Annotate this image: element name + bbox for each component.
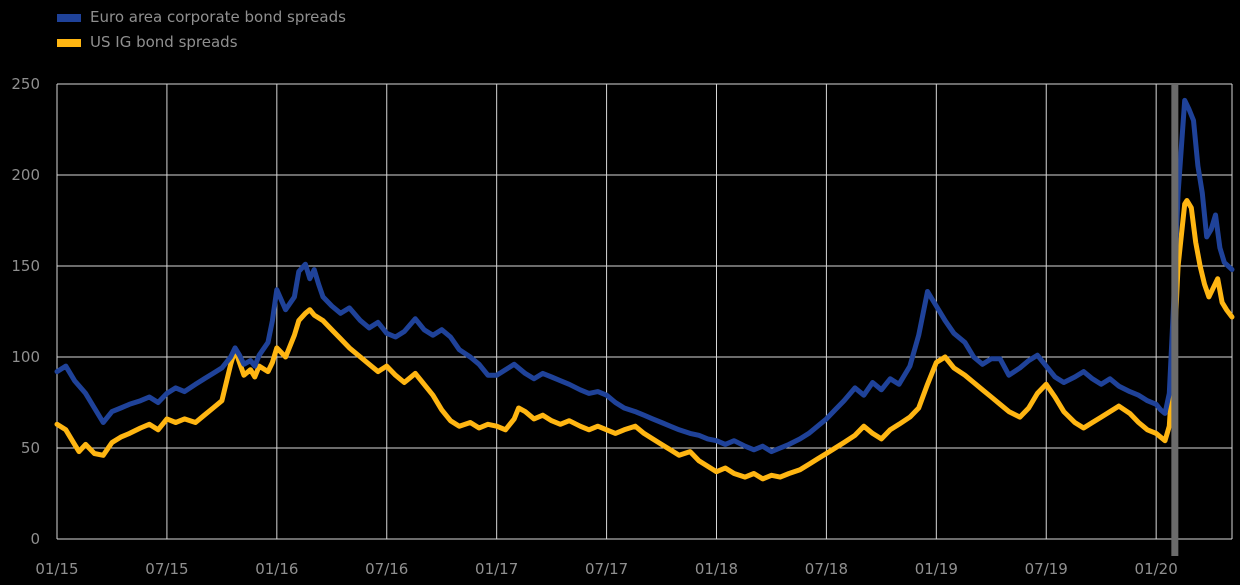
series-line-yellow [54, 198, 1235, 482]
x-tick-label: 07/18 [805, 560, 848, 578]
x-tick-label: 01/17 [475, 560, 518, 578]
legend-item-yellow: US IG bond spreads [57, 30, 346, 55]
x-tick-label: 07/17 [585, 560, 628, 578]
y-tick-label: 150 [11, 257, 40, 275]
legend-swatch-yellow-icon [57, 38, 81, 47]
x-tick-label: 07/15 [145, 560, 188, 578]
legend-item-blue: Euro area corporate bond spreads [57, 5, 346, 30]
legend-label-blue: Euro area corporate bond spreads [90, 8, 346, 26]
x-tick-label: 01/18 [695, 560, 738, 578]
chart-legend: Euro area corporate bond spreads US IG b… [57, 5, 346, 55]
x-tick-label: 01/15 [35, 560, 78, 578]
legend-swatch-blue-icon [57, 13, 81, 22]
x-tick-label: 01/19 [915, 560, 958, 578]
legend-label-yellow: US IG bond spreads [90, 33, 238, 51]
series-line-blue [54, 97, 1235, 455]
y-tick-label: 200 [11, 166, 40, 184]
y-tick-label: 0 [30, 530, 40, 548]
y-tick-label: 250 [11, 75, 40, 93]
x-tick-label: 01/16 [255, 560, 298, 578]
x-tick-label: 07/16 [365, 560, 408, 578]
y-tick-label: 100 [11, 348, 40, 366]
x-tick-label: 07/19 [1025, 560, 1068, 578]
y-tick-label: 50 [21, 439, 40, 457]
x-tick-label: 01/20 [1135, 560, 1178, 578]
